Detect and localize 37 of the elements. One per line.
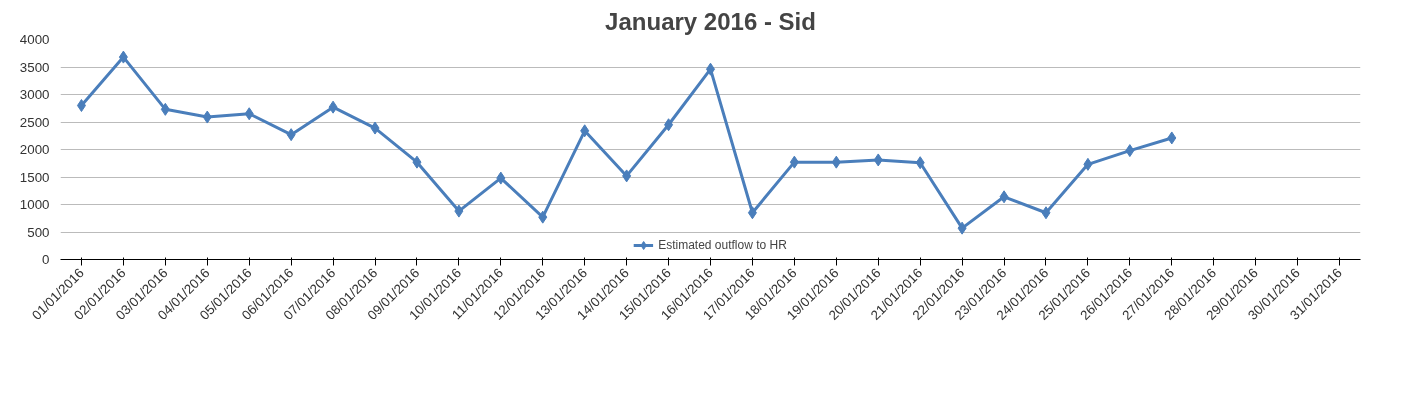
point — [1167, 131, 1177, 145]
y-tick-label: 3000 — [19, 87, 50, 102]
point — [580, 124, 590, 138]
point — [202, 110, 212, 124]
point — [286, 128, 296, 142]
y-tick-label: 2000 — [19, 142, 50, 157]
y-tick-label: 1000 — [19, 197, 50, 212]
point — [999, 190, 1009, 204]
y-tick-label: 3500 — [19, 59, 50, 75]
point — [831, 155, 841, 169]
legend-label: Estimated outflow to HR — [658, 238, 787, 252]
point — [118, 50, 128, 64]
point — [664, 118, 674, 132]
y-tick-label: 2500 — [19, 114, 50, 130]
point — [957, 221, 967, 235]
point — [412, 155, 422, 169]
point — [454, 204, 464, 218]
point — [328, 100, 338, 114]
point — [370, 121, 380, 135]
point — [873, 153, 883, 167]
point — [76, 99, 86, 112]
chart-title: January 2016 - Sid — [605, 7, 816, 35]
point — [1041, 206, 1051, 220]
point — [789, 155, 799, 169]
y-tick-label: 0 — [42, 252, 50, 267]
point — [1083, 157, 1093, 171]
point — [747, 206, 757, 220]
y-tick-label: 4000 — [19, 32, 50, 47]
point — [622, 169, 632, 183]
point — [244, 107, 254, 121]
point — [1125, 144, 1135, 158]
point — [160, 102, 170, 116]
point — [915, 156, 925, 170]
point — [538, 210, 548, 224]
point — [496, 171, 506, 185]
y-tick-label: 500 — [27, 224, 50, 240]
y-tick-label: 1500 — [19, 169, 50, 185]
